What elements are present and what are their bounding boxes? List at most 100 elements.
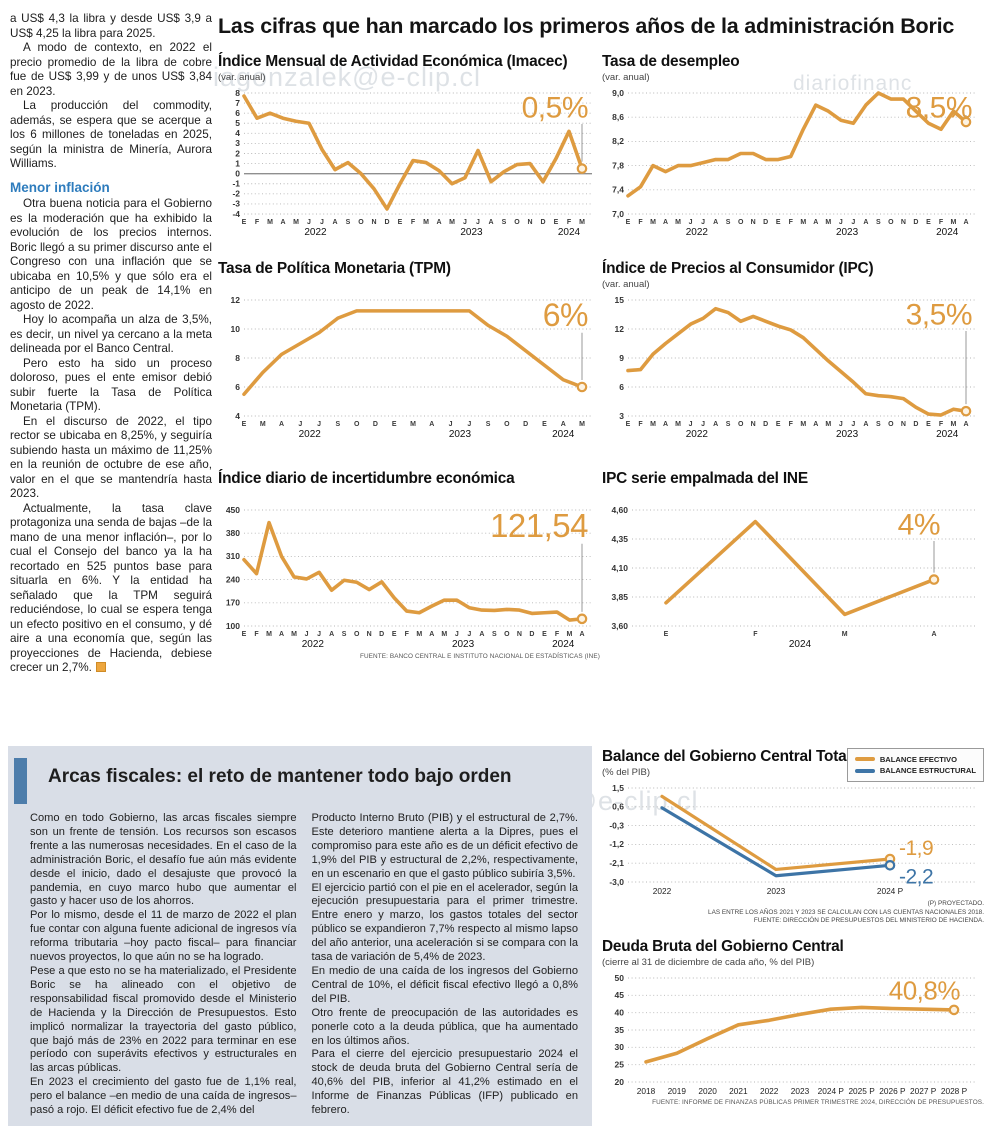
svg-text:380: 380 bbox=[226, 528, 240, 538]
svg-text:-2,2: -2,2 bbox=[899, 865, 933, 888]
svg-text:-2: -2 bbox=[232, 189, 240, 199]
chart-source: FUENTE: INFORME DE FINANZAS PÚBLICAS PRI… bbox=[652, 1099, 984, 1106]
svg-text:35: 35 bbox=[615, 1025, 625, 1035]
svg-text:J: J bbox=[305, 631, 309, 638]
svg-text:E: E bbox=[392, 631, 397, 638]
chart-subtitle bbox=[218, 489, 600, 501]
svg-text:M: M bbox=[675, 421, 681, 428]
legend-swatch-estructural bbox=[854, 768, 875, 773]
svg-text:M: M bbox=[441, 631, 447, 638]
svg-text:J: J bbox=[298, 421, 302, 428]
svg-text:D: D bbox=[763, 421, 768, 428]
svg-text:8: 8 bbox=[235, 88, 240, 98]
svg-text:45: 45 bbox=[615, 990, 625, 1000]
svg-text:1: 1 bbox=[235, 158, 240, 168]
svg-text:2020: 2020 bbox=[698, 1086, 717, 1096]
svg-text:A: A bbox=[429, 421, 434, 428]
svg-text:A: A bbox=[931, 631, 936, 638]
svg-text:M: M bbox=[579, 219, 585, 226]
svg-text:2024 P: 2024 P bbox=[877, 886, 904, 896]
svg-text:A: A bbox=[279, 631, 284, 638]
svg-text:E: E bbox=[926, 219, 931, 226]
svg-text:9: 9 bbox=[619, 353, 624, 363]
svg-text:40,8%: 40,8% bbox=[889, 975, 961, 1005]
svg-text:8,5%: 8,5% bbox=[906, 92, 972, 125]
headline-accent-bar bbox=[14, 758, 27, 804]
chart-footnotes: (P) PROYECTADO. LAS ENTRE LOS AÑOS 2021 … bbox=[602, 900, 984, 926]
panel-paragraph: En medio de una caída de los ingresos de… bbox=[311, 964, 579, 1005]
svg-text:M: M bbox=[260, 421, 266, 428]
chart-source: FUENTE: BANCO CENTRAL E INSTITUTO NACION… bbox=[359, 653, 600, 660]
svg-text:A: A bbox=[579, 631, 584, 638]
svg-text:4,60: 4,60 bbox=[611, 505, 628, 515]
svg-text:F: F bbox=[405, 631, 410, 638]
svg-text:1,5: 1,5 bbox=[612, 783, 624, 793]
svg-text:N: N bbox=[371, 219, 376, 226]
chart-incertidumbre: Índice diario de incertidumbre económica… bbox=[218, 470, 600, 660]
svg-text:O: O bbox=[888, 219, 894, 226]
svg-text:8,6: 8,6 bbox=[612, 112, 624, 122]
svg-text:3,60: 3,60 bbox=[611, 621, 628, 631]
svg-text:3: 3 bbox=[235, 138, 240, 148]
svg-text:F: F bbox=[555, 631, 560, 638]
svg-text:J: J bbox=[851, 421, 855, 428]
svg-text:A: A bbox=[713, 421, 718, 428]
svg-text:2023: 2023 bbox=[836, 227, 859, 238]
panel-column-1: Como en todo Gobierno, las arcas fiscale… bbox=[30, 812, 297, 1118]
svg-text:450: 450 bbox=[226, 505, 240, 515]
svg-text:D: D bbox=[373, 421, 378, 428]
svg-text:S: S bbox=[492, 631, 497, 638]
svg-text:S: S bbox=[336, 421, 341, 428]
svg-text:E: E bbox=[776, 421, 781, 428]
svg-text:-1: -1 bbox=[232, 179, 240, 189]
svg-text:O: O bbox=[514, 219, 520, 226]
svg-text:0,5%: 0,5% bbox=[522, 92, 588, 125]
svg-text:N: N bbox=[517, 631, 522, 638]
svg-text:4,35: 4,35 bbox=[611, 534, 628, 544]
svg-text:F: F bbox=[939, 219, 944, 226]
svg-text:A: A bbox=[663, 421, 668, 428]
svg-text:E: E bbox=[626, 421, 631, 428]
svg-text:N: N bbox=[367, 631, 372, 638]
chart-subtitle: (var. anual) bbox=[602, 279, 650, 290]
svg-text:D: D bbox=[523, 421, 528, 428]
svg-text:15: 15 bbox=[615, 295, 625, 305]
svg-text:M: M bbox=[449, 219, 455, 226]
svg-text:E: E bbox=[242, 631, 247, 638]
svg-text:E: E bbox=[398, 219, 403, 226]
panel-paragraph: Por lo mismo, desde el 11 de marzo de 20… bbox=[30, 909, 297, 964]
panel-paragraph: Otro frente de preocupación de las autor… bbox=[311, 1006, 579, 1047]
svg-text:M: M bbox=[266, 631, 272, 638]
svg-text:12: 12 bbox=[231, 295, 241, 305]
svg-text:M: M bbox=[423, 219, 429, 226]
svg-text:A: A bbox=[713, 219, 718, 226]
chart-ipc: Índice de Precios al Consumidor (IPC) (v… bbox=[602, 260, 984, 442]
svg-text:6: 6 bbox=[235, 108, 240, 118]
svg-text:3: 3 bbox=[619, 411, 624, 421]
svg-text:J: J bbox=[317, 421, 321, 428]
svg-text:M: M bbox=[800, 219, 806, 226]
svg-text:J: J bbox=[463, 219, 467, 226]
chart-title: Balance del Gobierno Central Total bbox=[602, 748, 851, 765]
svg-text:D: D bbox=[763, 219, 768, 226]
legend-row-estructural: BALANCE ESTRUCTURAL bbox=[854, 766, 976, 775]
main-headline: Las cifras que han marcado los primeros … bbox=[218, 14, 955, 38]
svg-text:O: O bbox=[354, 421, 360, 428]
svg-text:M: M bbox=[675, 219, 681, 226]
panel-paragraph: Pese a que esto no se ha materializado, … bbox=[30, 964, 297, 1075]
svg-text:2019: 2019 bbox=[668, 1086, 687, 1096]
svg-text:S: S bbox=[346, 219, 351, 226]
svg-text:M: M bbox=[567, 631, 573, 638]
chart-subtitle bbox=[218, 279, 600, 291]
svg-text:J: J bbox=[839, 219, 843, 226]
svg-text:-1,9: -1,9 bbox=[899, 837, 933, 860]
svg-text:20: 20 bbox=[615, 1077, 625, 1087]
svg-text:E: E bbox=[242, 421, 247, 428]
svg-text:7,4: 7,4 bbox=[612, 185, 624, 195]
svg-text:A: A bbox=[332, 219, 337, 226]
svg-text:M: M bbox=[951, 421, 957, 428]
svg-text:2023: 2023 bbox=[452, 639, 475, 650]
svg-text:A: A bbox=[429, 631, 434, 638]
svg-text:A: A bbox=[280, 219, 285, 226]
svg-text:F: F bbox=[939, 421, 944, 428]
